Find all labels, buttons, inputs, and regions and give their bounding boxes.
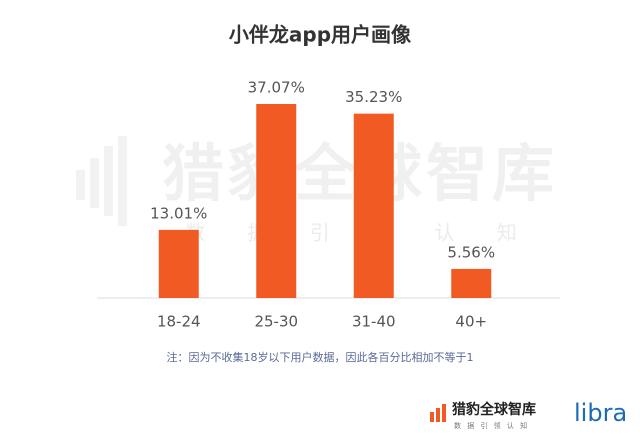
x-tick-label: 25-30 [254,313,298,331]
footer-icon [436,408,440,422]
data-label: 5.56% [447,243,495,261]
note: 注：因为不收集18岁以下用户数据，因此各百分比相加不等于1 [167,350,474,364]
watermark-icon [76,170,85,200]
data-label: 13.01% [150,204,207,222]
bar [353,113,394,298]
watermark-icon [118,136,127,226]
x-tick-label: 18-24 [157,313,201,331]
watermark-subtitle: 数 据 引 领 认 知 [185,221,535,245]
footer-icon [442,404,446,422]
footer-slogan: 数 据 引 领 认 知 [454,421,529,430]
bar [256,104,297,298]
footer: 猎豹全球智库 数 据 引 领 认 知 libra [430,399,627,430]
bar [158,229,199,298]
watermark-icon [104,146,113,216]
data-label: 37.07% [248,79,305,97]
chart-title: 小伴龙app用户画像 [229,23,412,47]
x-tick-label: 31-40 [352,313,396,331]
data-label: 35.23% [345,88,402,106]
x-tick-label: 40+ [455,313,487,331]
footer-logo: libra [574,399,627,427]
footer-icon [430,412,434,422]
watermark-icon [90,158,99,208]
footer-brand: 猎豹全球智库 [452,401,536,418]
bar [451,268,492,298]
